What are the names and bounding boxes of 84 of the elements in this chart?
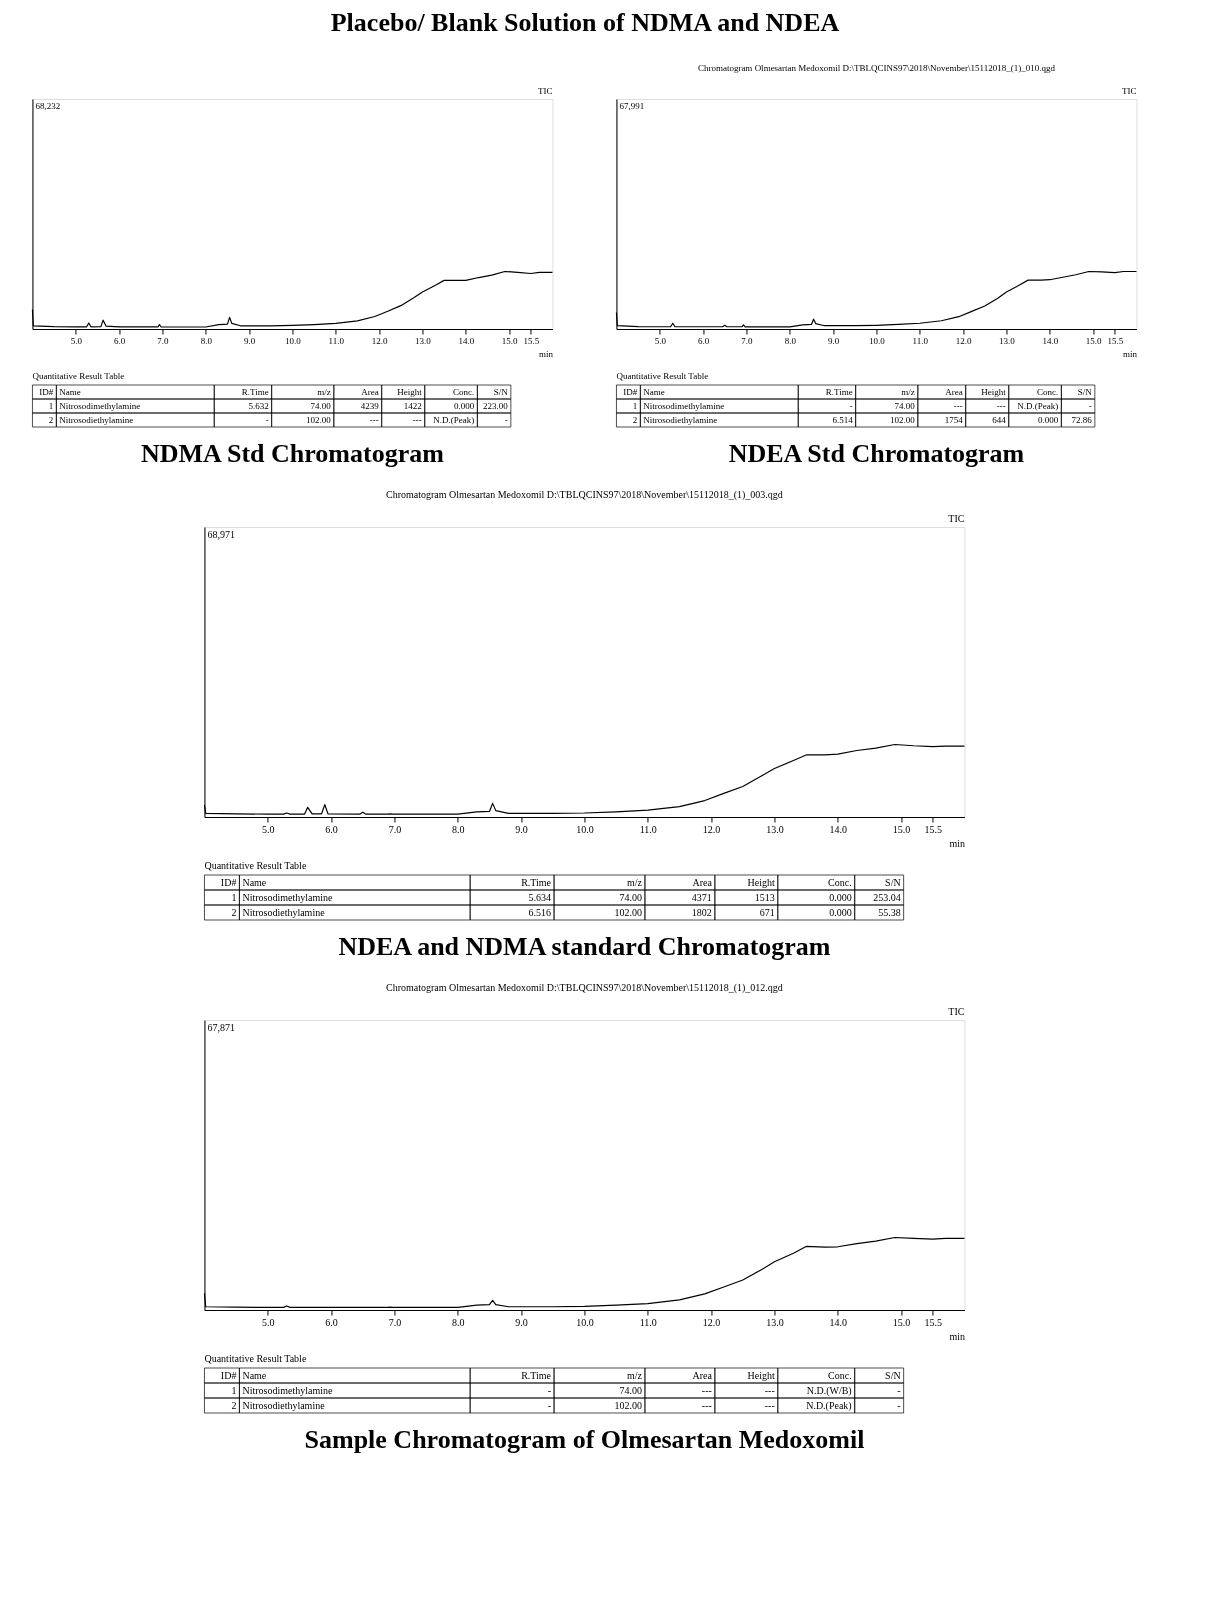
x-tick-label: 12.0: [702, 1316, 721, 1328]
text: Quantitative Result Table: [616, 371, 709, 381]
x-tick-label: 7.0: [388, 823, 402, 835]
text: 2 Nitrosodiethylamine - 102.00 --- --- N.D.(Peak) -: [231, 1399, 901, 1411]
x-axis-title: min: [949, 837, 965, 849]
text: TIC: [948, 513, 965, 524]
x-tick-label: 15.0: [892, 823, 911, 835]
x-tick-label: 8.0: [452, 1316, 465, 1328]
x-tick-label: 9.0: [243, 335, 256, 346]
x-tick-label: 11.0: [639, 823, 657, 835]
x-tick-label: 9.0: [515, 823, 528, 835]
text: Quantitative Result Table: [32, 371, 125, 381]
x-tick-label: 9.0: [515, 1316, 528, 1328]
text: 1 Nitrosodimethylamine - 74.00 --- --- N.D.(W/B) -: [231, 1384, 901, 1396]
x-tick-label: 10.0: [576, 823, 594, 835]
x-tick-label: 10.0: [869, 335, 886, 346]
text: NDEA Std Chromatogram: [728, 439, 1025, 468]
x-tick-label: 11.0: [639, 1316, 657, 1328]
x-tick-label: 7.0: [157, 335, 170, 346]
text: 2 Nitrosodiethylamine 6.514 102.00 1754 644 0.000 72.86: [632, 415, 1092, 425]
x-tick-label: 6.0: [113, 335, 126, 346]
x-tick-label: 15.0: [892, 1316, 911, 1328]
chart-subtitle: Chromatogram Olmesartan Medoxomil D:\TBLQCINS97\2018\November\15112018_(1)_010.qgd: [697, 63, 1056, 73]
text: TIC: [1121, 86, 1137, 96]
x-tick-label: 6.0: [325, 1316, 338, 1328]
text: 67,991: [619, 101, 645, 111]
text: Quantitative Result Table: [204, 860, 307, 871]
x-tick-label: 15.5: [1107, 335, 1124, 346]
x-tick-label: 8.0: [784, 335, 797, 346]
x-tick-label: 12.0: [702, 823, 721, 835]
text: Sample Chromatogram of Olmesartan Medoxomil: [304, 1425, 865, 1454]
text: TIC: [948, 1006, 965, 1017]
x-tick-label: 15.0: [501, 335, 518, 346]
text: 2 Nitrosodiethylamine 6.516 102.00 1802 671 0.000 55.38: [231, 906, 901, 918]
text: TIC: [537, 86, 553, 96]
x-axis-title: min: [1122, 348, 1138, 359]
x-tick-label: 10.0: [285, 335, 302, 346]
x-tick-label: 11.0: [328, 335, 345, 346]
x-tick-label: 15.0: [1085, 335, 1102, 346]
x-tick-label: 12.0: [371, 335, 388, 346]
text: ID# Name R.Time m/z Area Height Conc. S/N: [220, 1369, 901, 1381]
x-tick-label: 7.0: [741, 335, 754, 346]
text: 68,971: [207, 529, 235, 540]
text: ID# Name R.Time m/z Area Height Conc. S/N: [623, 387, 1092, 397]
text: 2 Nitrosodiethylamine - 102.00 --- --- N.D.(Peak) -: [48, 415, 508, 425]
x-tick-label: 14.0: [829, 823, 848, 835]
x-tick-label: 13.0: [766, 823, 784, 835]
x-tick-label: 9.0: [827, 335, 840, 346]
text: 1 Nitrosodimethylamine 5.634 74.00 4371 1513 0.000 253.04: [231, 891, 901, 903]
x-tick-label: 5.0: [70, 335, 83, 346]
x-axis-title: min: [949, 1330, 965, 1342]
x-tick-label: 15.5: [924, 823, 943, 835]
x-tick-label: 15.5: [523, 335, 540, 346]
x-tick-label: 14.0: [829, 1316, 848, 1328]
text: 1 Nitrosodimethylamine - 74.00 --- --- N.D.(Peak) -: [632, 401, 1092, 411]
chart-subtitle: Chromatogram Olmesartan Medoxomil D:\TBLQCINS97\2018\November\15112018_(1)_003.qgd: [386, 489, 783, 501]
x-tick-label: 13.0: [415, 335, 432, 346]
x-tick-label: 6.0: [325, 823, 338, 835]
x-tick-label: 11.0: [912, 335, 929, 346]
x-tick-label: 10.0: [576, 1316, 594, 1328]
x-tick-label: 13.0: [999, 335, 1016, 346]
x-tick-label: 15.5: [924, 1316, 943, 1328]
x-tick-label: 5.0: [262, 1316, 275, 1328]
text: NDEA and NDMA standard Chromatogram: [338, 932, 831, 961]
x-tick-label: 5.0: [262, 823, 275, 835]
text: 67,871: [207, 1022, 235, 1033]
x-tick-label: 8.0: [200, 335, 213, 346]
x-tick-label: 7.0: [388, 1316, 402, 1328]
x-tick-label: 8.0: [452, 823, 465, 835]
x-tick-label: 5.0: [654, 335, 667, 346]
text: ID# Name R.Time m/z Area Height Conc. S/N: [220, 876, 901, 888]
chart-subtitle: Chromatogram Olmesartan Medoxomil D:\TBLQCINS97\2018\November\15112018_(1)_012.qgd: [386, 982, 783, 994]
text: 1 Nitrosodimethylamine 5.632 74.00 4239 1422 0.000 223.00: [48, 401, 508, 411]
x-tick-label: 12.0: [955, 335, 972, 346]
text: Placebo/ Blank Solution of NDMA and NDEA: [330, 8, 840, 37]
text: Quantitative Result Table: [204, 1353, 307, 1364]
text: NDMA Std Chromatogram: [141, 439, 445, 468]
x-tick-label: 14.0: [1042, 335, 1059, 346]
x-tick-label: 13.0: [766, 1316, 784, 1328]
x-tick-label: 14.0: [458, 335, 475, 346]
text: ID# Name R.Time m/z Area Height Conc. S/N: [39, 387, 508, 397]
text: 68,232: [35, 101, 61, 111]
x-tick-label: 6.0: [697, 335, 710, 346]
x-axis-title: min: [538, 348, 554, 359]
